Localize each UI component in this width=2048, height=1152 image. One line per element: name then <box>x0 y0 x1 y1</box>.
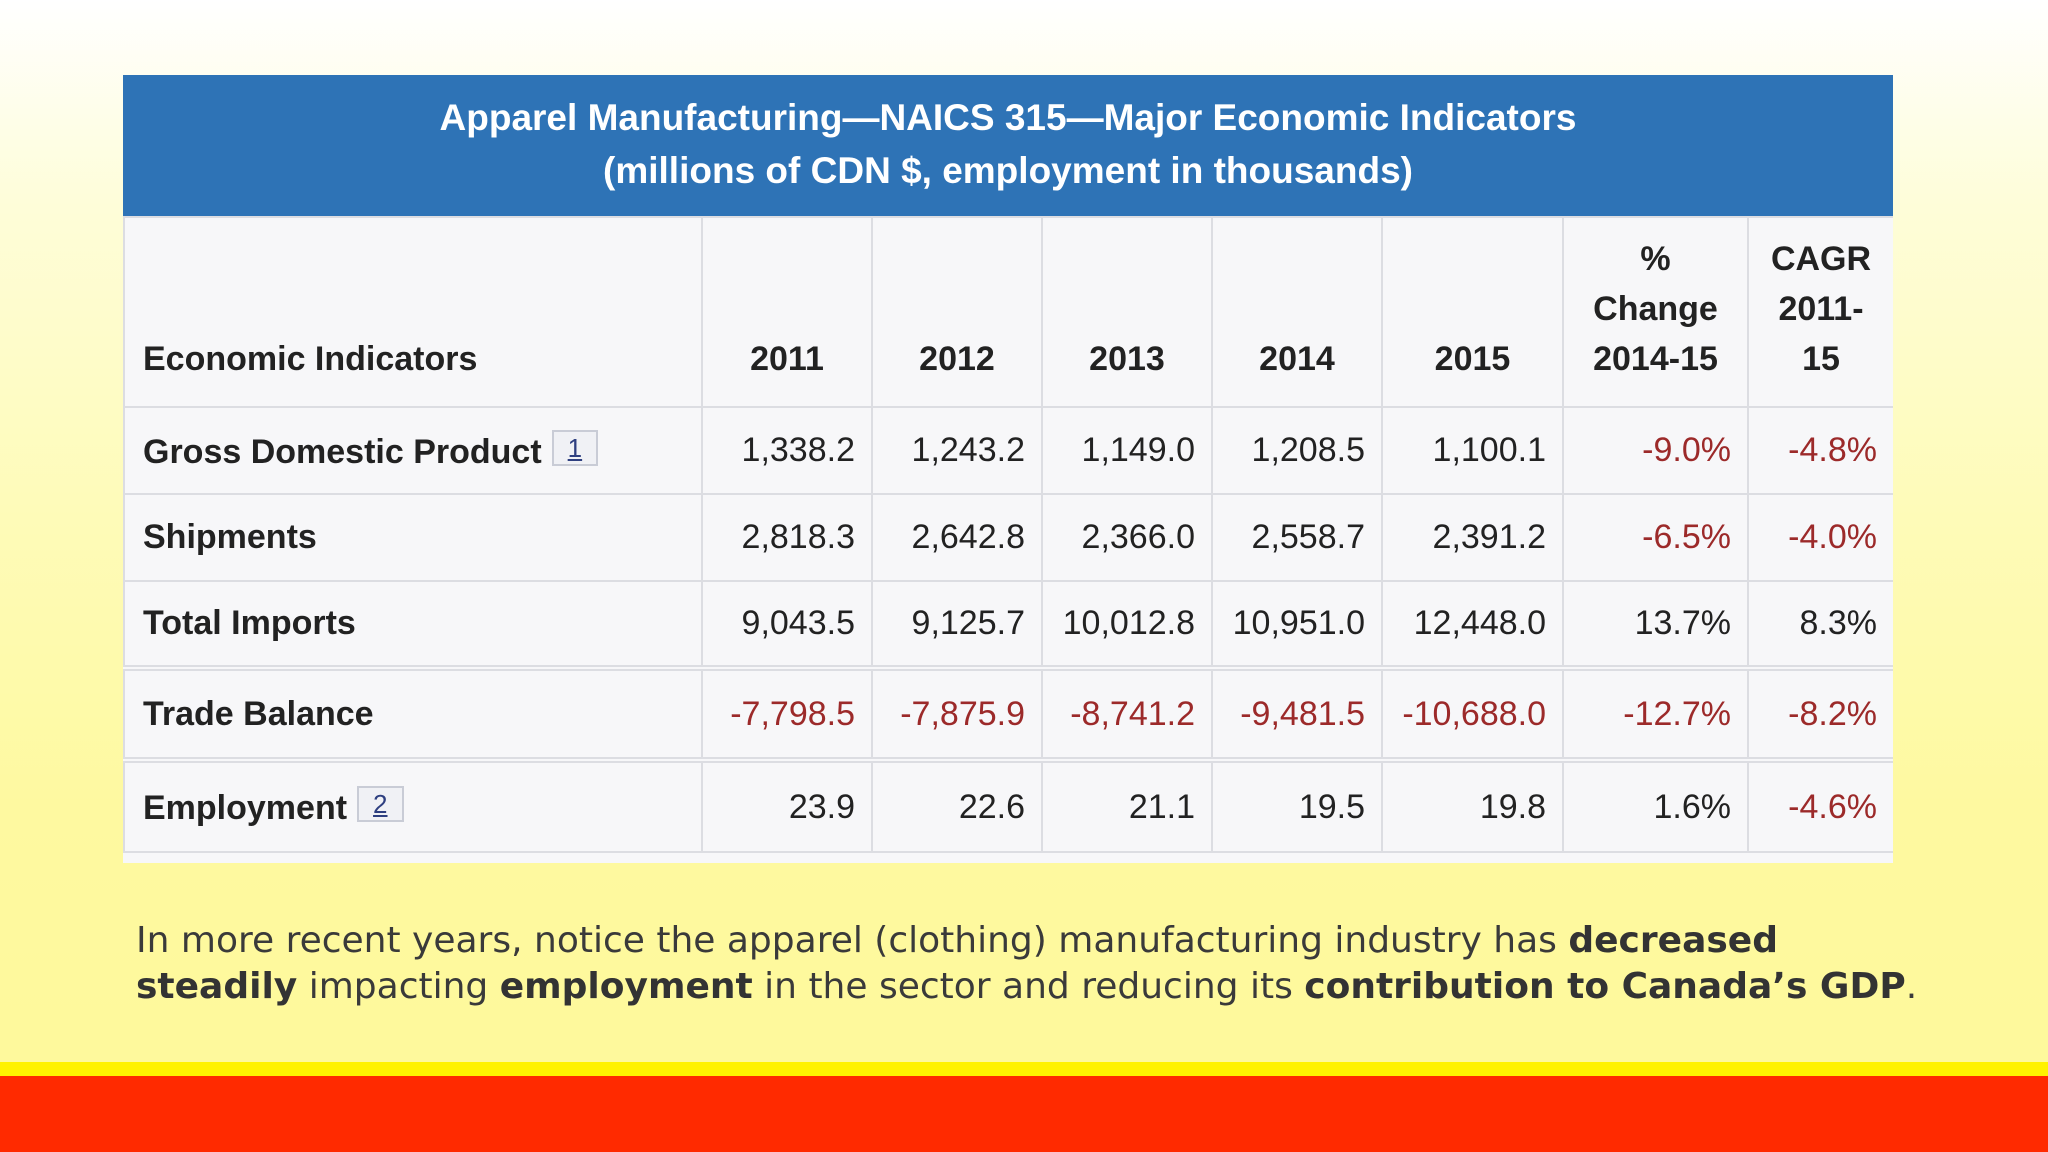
cell-cagr: -4.6% <box>1747 757 1893 853</box>
header-row: Economic Indicators 2011 2012 2013 2014 … <box>123 216 1893 408</box>
row-label-text: Employment <box>143 789 348 827</box>
cell-value: 10,951.0 <box>1211 580 1383 669</box>
cell-value: 1,100.1 <box>1381 406 1564 495</box>
header-2014: 2014 <box>1211 216 1383 408</box>
header-cagr-line1: CAGR <box>1770 240 1872 278</box>
header-2011: 2011 <box>701 216 873 408</box>
header-change: % Change 2014-15 <box>1562 216 1749 408</box>
caption-text: impacting <box>297 966 500 1007</box>
header-indicators: Economic Indicators <box>123 216 703 408</box>
footnote-link[interactable]: 1 <box>551 429 599 466</box>
cell-value: 2,558.7 <box>1211 493 1383 582</box>
table-title: Apparel Manufacturing—NAICS 315—Major Ec… <box>123 75 1893 216</box>
header-cagr: CAGR 2011- 15 <box>1747 216 1893 408</box>
cell-value: 2,391.2 <box>1381 493 1564 582</box>
cell-change: 13.7% <box>1562 580 1749 669</box>
slide-caption: In more recent years, notice the apparel… <box>136 918 1936 1010</box>
row-label-gdp: Gross Domestic Product 1 <box>123 406 703 495</box>
cell-value: 1,208.5 <box>1211 406 1383 495</box>
header-change-line2: Change <box>1593 290 1718 328</box>
header-cagr-line3: 15 <box>1802 340 1840 378</box>
cell-value: 19.8 <box>1381 757 1564 853</box>
cell-change: 1.6% <box>1562 757 1749 853</box>
cell-cagr: -4.0% <box>1747 493 1893 582</box>
table-row: Employment 2 23.9 22.6 21.1 19.5 19.8 1.6… <box>123 757 1893 853</box>
caption-bold: decreased steadily <box>136 920 1778 1007</box>
cell-value: 1,338.2 <box>701 406 873 495</box>
cell-value: 23.9 <box>701 757 873 853</box>
header-2012: 2012 <box>871 216 1043 408</box>
cell-value: -7,875.9 <box>871 665 1043 761</box>
cell-value: 12,448.0 <box>1381 580 1564 669</box>
footer-bar-red <box>0 1076 2048 1152</box>
cell-value: -10,688.0 <box>1381 665 1564 761</box>
cell-value: 22.6 <box>871 757 1043 853</box>
table-title-line1: Apparel Manufacturing—NAICS 315—Major Ec… <box>439 96 1577 138</box>
table-title-line2: (millions of CDN $, employment in thousa… <box>603 149 1413 191</box>
cell-cagr: -4.8% <box>1747 406 1893 495</box>
caption-bold: contribution to Canada’s GDP <box>1304 966 1906 1007</box>
footnote-link[interactable]: 2 <box>357 786 404 822</box>
row-label-imports: Total Imports <box>123 580 703 669</box>
cell-value: -7,798.5 <box>701 665 873 761</box>
indicators-table: Economic Indicators 2011 2012 2013 2014 … <box>123 216 1893 853</box>
row-label-shipments: Shipments <box>123 493 703 582</box>
cell-value: 2,366.0 <box>1041 493 1213 582</box>
footer-stripe-yellow <box>0 1062 2048 1076</box>
cell-value: 19.5 <box>1211 757 1383 853</box>
row-label-trade-balance: Trade Balance <box>123 665 703 761</box>
caption-bold: employment <box>499 966 753 1007</box>
cell-change: -9.0% <box>1562 406 1749 495</box>
cell-value: 1,243.2 <box>871 406 1043 495</box>
table-row: Total Imports 9,043.5 9,125.7 10,012.8 1… <box>123 580 1893 669</box>
caption-text: . <box>1905 966 1918 1007</box>
header-cagr-line2: 2011- <box>1778 290 1864 328</box>
cell-value: 2,642.8 <box>871 493 1043 582</box>
cell-value: 9,125.7 <box>871 580 1043 669</box>
header-change-line1: % <box>1640 240 1671 278</box>
cell-value: 21.1 <box>1041 757 1213 853</box>
cell-value: 10,012.8 <box>1041 580 1213 669</box>
cell-value: 2,818.3 <box>701 493 873 582</box>
cell-value: -8,741.2 <box>1041 665 1213 761</box>
row-label-employment: Employment 2 <box>123 757 703 853</box>
cell-cagr: 8.3% <box>1747 580 1893 669</box>
cell-value: -9,481.5 <box>1211 665 1383 761</box>
cell-change: -12.7% <box>1562 665 1749 761</box>
cell-cagr: -8.2% <box>1747 665 1893 761</box>
table-row: Shipments 2,818.3 2,642.8 2,366.0 2,558.… <box>123 493 1893 582</box>
indicators-table-image: Apparel Manufacturing—NAICS 315—Major Ec… <box>123 75 1893 863</box>
cell-value: 9,043.5 <box>701 580 873 669</box>
header-change-line3: 2014-15 <box>1593 340 1718 378</box>
caption-text: in the sector and reducing its <box>752 966 1305 1007</box>
table-row: Gross Domestic Product 1 1,338.2 1,243.2 … <box>123 406 1893 495</box>
row-label-text: Gross Domestic Product <box>143 432 542 471</box>
header-2015: 2015 <box>1381 216 1564 408</box>
caption-text: In more recent years, notice the apparel… <box>136 920 1569 961</box>
table-row: Trade Balance -7,798.5 -7,875.9 -8,741.2… <box>123 665 1893 761</box>
cell-value: 1,149.0 <box>1041 406 1213 495</box>
cell-change: -6.5% <box>1562 493 1749 582</box>
header-2013: 2013 <box>1041 216 1213 408</box>
